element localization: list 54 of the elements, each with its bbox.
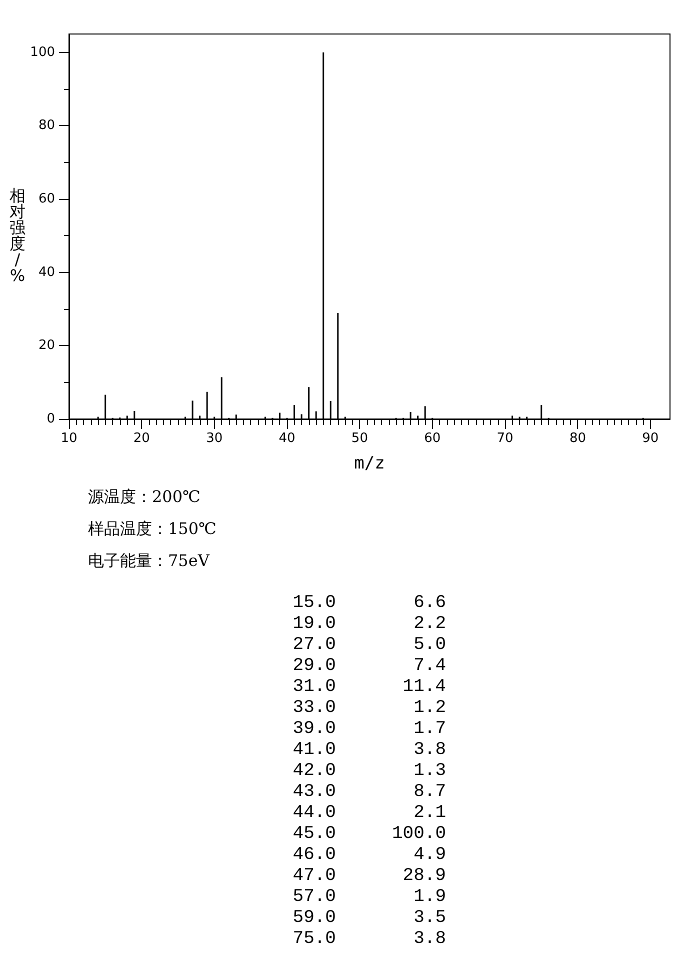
data-label: 6.6 [412, 593, 446, 614]
x-axis-title: m/z [354, 454, 385, 474]
data-label: 5.0 [412, 635, 446, 656]
category-label: 43.0 [292, 782, 336, 803]
data-label: 3.8 [412, 740, 446, 761]
category-label: 57.0 [292, 887, 336, 908]
y-tick-label: 60 [38, 192, 55, 206]
category-label: 19.0 [292, 614, 336, 635]
category-label: 42.0 [292, 761, 336, 782]
category-label: 15.0 [292, 593, 336, 614]
x-tick-label: 60 [424, 431, 441, 446]
x-tick-label: 50 [351, 431, 368, 446]
y-tick-label: 20 [38, 338, 55, 354]
category-label: 45.0 [292, 824, 336, 845]
text: 样品温度：150℃ [88, 518, 216, 540]
data-label: 3.5 [412, 908, 446, 929]
text: 源温度：200℃ [88, 486, 202, 508]
data-label: 3.8 [412, 929, 446, 950]
category-label: 27.0 [292, 635, 336, 656]
x-tick-label: 90 [642, 431, 659, 446]
category-label: 29.0 [292, 656, 336, 677]
x-tick-label: 70 [496, 431, 514, 446]
data-label: 28.9 [402, 866, 446, 887]
y-tick-label: 100 [30, 44, 55, 60]
category-label: 44.0 [292, 803, 336, 824]
data-label: 11.4 [402, 677, 446, 698]
data-label: 4.9 [412, 845, 446, 866]
y-tick-label: 80 [38, 118, 55, 134]
text: 电子能量：75eV [88, 550, 211, 572]
category-label: 41.0 [292, 740, 336, 761]
category-label: 75.0 [292, 929, 336, 950]
category-label: 47.0 [292, 866, 336, 887]
data-label: 2.1 [412, 803, 446, 824]
data-label: 8.7 [412, 782, 446, 803]
data-label: 1.9 [412, 887, 446, 908]
x-tick-label: 40 [278, 431, 296, 446]
data-label: 1.3 [412, 761, 446, 782]
x-tick-label: 20 [133, 431, 150, 446]
category-label: 39.0 [292, 719, 336, 740]
y-tick-label: 40 [38, 264, 55, 280]
data-label: 2.2 [412, 614, 446, 635]
y-axis-title: 相对强度/% [9, 186, 26, 285]
category-label: 31.0 [292, 677, 336, 698]
x-tick-label: 80 [569, 431, 586, 446]
category-label: 33.0 [292, 698, 336, 719]
category-label: 46.0 [292, 845, 336, 866]
y-tick-label: 0 [46, 412, 55, 426]
x-tick-label: 10 [60, 431, 78, 446]
data-label: 7.4 [412, 656, 446, 677]
data-label: 1.2 [412, 698, 446, 719]
data-label: 1.7 [412, 719, 446, 740]
data-label: 100.0 [390, 824, 446, 845]
x-tick-label: 30 [206, 431, 223, 446]
category-label: 59.0 [292, 908, 336, 929]
